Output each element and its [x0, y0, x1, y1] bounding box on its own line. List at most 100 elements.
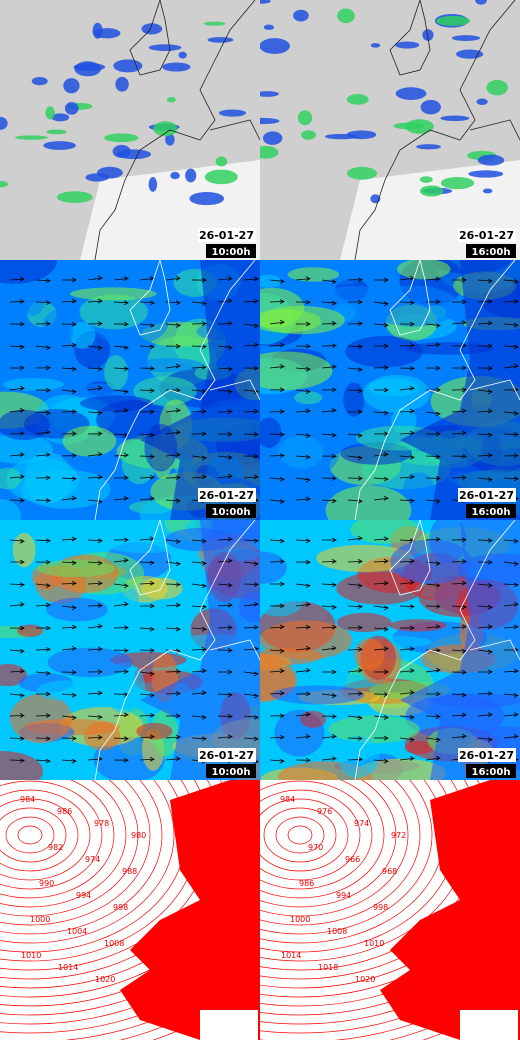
- wind-arrow: [87, 474, 103, 480]
- cloud-blob: [215, 156, 228, 167]
- wind-arrow: [399, 668, 415, 673]
- wind-arrow: [217, 389, 233, 395]
- wind-arrow: [61, 580, 77, 586]
- wind-arrow: [113, 366, 129, 372]
- wind-arrow: [451, 604, 467, 610]
- wind-arrow: [321, 669, 337, 675]
- date-label: 26-01-27: [199, 489, 254, 502]
- wind-arrow: [191, 714, 207, 720]
- isobar: [260, 780, 520, 1007]
- wind-arrow: [373, 451, 389, 457]
- wind-arrow: [399, 455, 415, 460]
- wind-arrow: [295, 477, 311, 483]
- coastline: [94, 520, 260, 780]
- wind-arrow: [425, 342, 441, 347]
- time-label: 10:00h: [212, 507, 251, 518]
- wind-arrow: [425, 691, 441, 697]
- wind-arrow: [217, 345, 233, 350]
- field-blob: [168, 553, 206, 574]
- cloud-blob: [262, 131, 283, 145]
- wind-arrow: [139, 300, 155, 306]
- wind-arrow: [321, 387, 337, 393]
- wind-arrow: [191, 455, 207, 461]
- wind-arrow: [217, 582, 233, 588]
- wind-arrow: [61, 322, 77, 327]
- wind-arrow: [451, 430, 467, 436]
- wind-arrow: [347, 535, 363, 541]
- cloud-blob: [436, 15, 470, 26]
- wind-arrow: [35, 691, 51, 697]
- wind-arrow: [217, 558, 233, 564]
- wind-arrow: [269, 387, 285, 393]
- wind-arrow: [399, 604, 415, 610]
- map-panel: 26-01-27 10:00h: [0, 0, 260, 260]
- wind-arrow: [191, 626, 207, 632]
- wind-arrow: [243, 474, 259, 480]
- wind-arrow: [321, 537, 337, 543]
- cloud-blob: [293, 9, 309, 22]
- map-panel: 26-01-27 10:00h: [0, 260, 260, 520]
- field-blob: [390, 539, 472, 584]
- isobar-label: 982: [48, 843, 63, 852]
- wind-arrow: [425, 737, 441, 743]
- isobar-label: 1020: [355, 975, 375, 984]
- field-blob: [260, 274, 282, 288]
- wind-arrow: [217, 409, 233, 414]
- wind-arrow: [243, 671, 259, 677]
- wind-arrow: [425, 276, 441, 282]
- wind-arrow: [347, 691, 363, 696]
- wind-arrow: [113, 648, 129, 653]
- wind-arrow: [269, 342, 285, 348]
- isobar: [287, 825, 313, 845]
- wind-arrow: [217, 276, 233, 281]
- wind-arrow: [269, 603, 285, 609]
- wind-arrow: [35, 583, 51, 588]
- wind-arrow: [165, 429, 181, 435]
- wind-arrow: [113, 557, 129, 563]
- field-blob: [325, 485, 412, 520]
- wind-arrow: [373, 558, 389, 564]
- wind-arrow: [451, 580, 467, 586]
- wind-arrow: [191, 277, 207, 283]
- wind-arrow: [477, 649, 493, 655]
- time-label: 16:00h: [472, 767, 511, 778]
- wind-arrow: [165, 498, 181, 504]
- isobar-label: 1014: [58, 963, 78, 972]
- wind-arrow: [425, 499, 441, 504]
- wind-arrow: [87, 385, 103, 391]
- wind-arrow: [35, 475, 51, 481]
- wind-arrow: [35, 559, 51, 565]
- wind-arrow: [9, 713, 25, 718]
- wind-arrow: [425, 454, 441, 460]
- wind-arrow: [425, 431, 441, 437]
- wind-arrow: [425, 536, 441, 542]
- wind-arrow: [139, 496, 155, 501]
- isobar-label: 1014: [281, 951, 301, 960]
- wind-arrow: [243, 276, 259, 282]
- isobar: [0, 780, 139, 917]
- wind-arrow: [139, 734, 155, 740]
- wind-arrow: [139, 323, 155, 328]
- wind-arrow: [61, 277, 77, 283]
- wind-arrow: [9, 344, 25, 350]
- cloud-blob: [476, 98, 488, 106]
- wind-arrow: [425, 475, 441, 481]
- map-panel: 26-01-27 16:00h: [260, 0, 520, 260]
- wind-arrow: [321, 432, 337, 438]
- wind-arrow: [35, 498, 51, 503]
- field-blob: [141, 577, 183, 600]
- wind-arrow: [503, 601, 519, 607]
- wind-arrow: [347, 433, 363, 438]
- wind-arrow: [321, 321, 337, 326]
- cloud-blob: [260, 91, 279, 97]
- cloud-blob: [64, 102, 79, 115]
- wind-arrow: [269, 648, 285, 654]
- isobar-label: 1008: [104, 939, 124, 948]
- cloud-blob: [486, 79, 508, 96]
- field-blob: [328, 715, 420, 744]
- isobar-label: 1004: [67, 927, 87, 936]
- wind-arrow: [373, 277, 389, 283]
- wind-arrow: [243, 624, 259, 630]
- wind-arrow: [191, 344, 207, 349]
- wind-arrow: [35, 345, 51, 351]
